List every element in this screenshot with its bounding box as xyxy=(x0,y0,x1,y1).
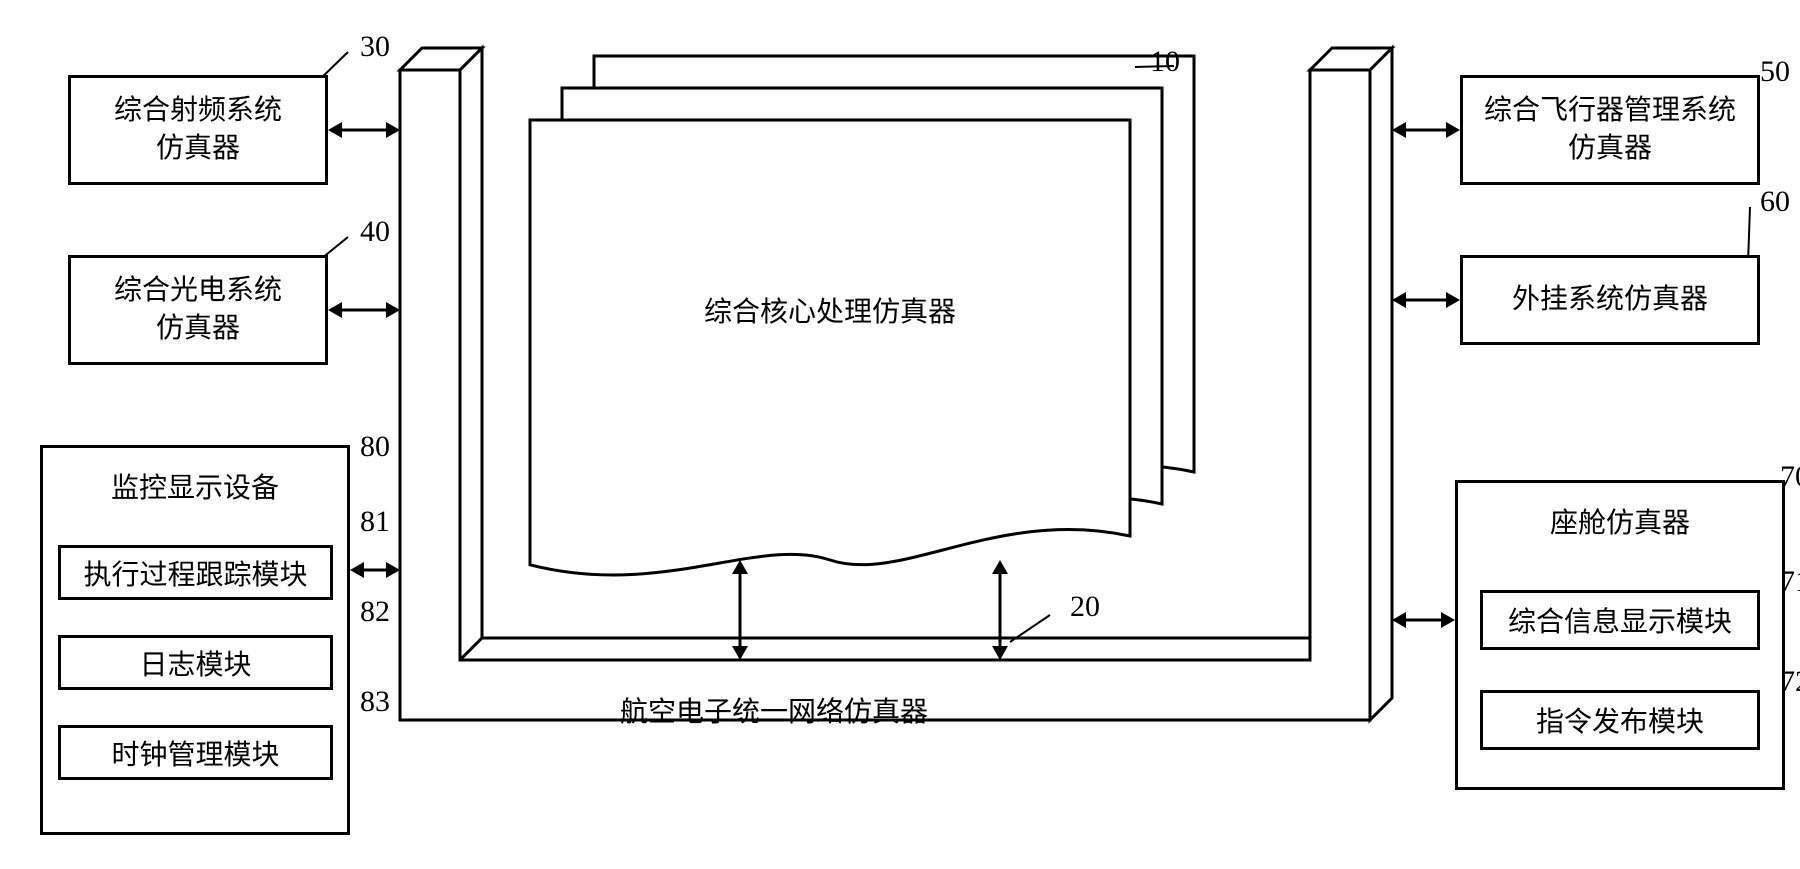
monitor-item: 日志模块 xyxy=(58,635,333,690)
block-rf: 综合射频系统仿真器 xyxy=(68,75,328,185)
block-oe-line: 仿真器 xyxy=(156,310,240,348)
callout-num: 30 xyxy=(360,30,390,64)
block-oe: 综合光电系统仿真器 xyxy=(68,255,328,365)
callout-num: 72 xyxy=(1780,665,1800,699)
callout-num: 82 xyxy=(360,595,390,629)
callout-num: 71 xyxy=(1780,565,1800,599)
callout-num: 20 xyxy=(1070,590,1100,624)
callout-num: 10 xyxy=(1150,45,1180,79)
monitor-item: 执行过程跟踪模块 xyxy=(58,545,333,600)
block-vms: 综合飞行器管理系统仿真器 xyxy=(1460,75,1760,185)
u-channel-label: 航空电子统一网络仿真器 xyxy=(620,690,928,730)
monitor-item: 时钟管理模块 xyxy=(58,725,333,780)
cockpit-item: 指令发布模块 xyxy=(1480,690,1760,750)
block-oe-line: 综合光电系统 xyxy=(114,272,282,310)
callout-num: 83 xyxy=(360,685,390,719)
callout-num: 40 xyxy=(360,215,390,249)
block-vms-line: 仿真器 xyxy=(1568,130,1652,168)
core-stack-label: 综合核心处理仿真器 xyxy=(590,290,1070,330)
callout-num: 80 xyxy=(360,430,390,464)
block-stores-line: 外挂系统仿真器 xyxy=(1512,281,1708,319)
callout-num: 50 xyxy=(1760,55,1790,89)
cockpit-item: 综合信息显示模块 xyxy=(1480,590,1760,650)
cockpit-group-title: 座舱仿真器 xyxy=(1458,501,1782,541)
block-rf-line: 仿真器 xyxy=(156,130,240,168)
callout-num: 81 xyxy=(360,505,390,539)
monitor-group-title: 监控显示设备 xyxy=(43,466,347,506)
block-rf-line: 综合射频系统 xyxy=(114,92,282,130)
block-stores: 外挂系统仿真器 xyxy=(1460,255,1760,345)
block-vms-line: 综合飞行器管理系统 xyxy=(1484,92,1736,130)
callout-num: 70 xyxy=(1780,460,1800,494)
callout-num: 60 xyxy=(1760,185,1790,219)
